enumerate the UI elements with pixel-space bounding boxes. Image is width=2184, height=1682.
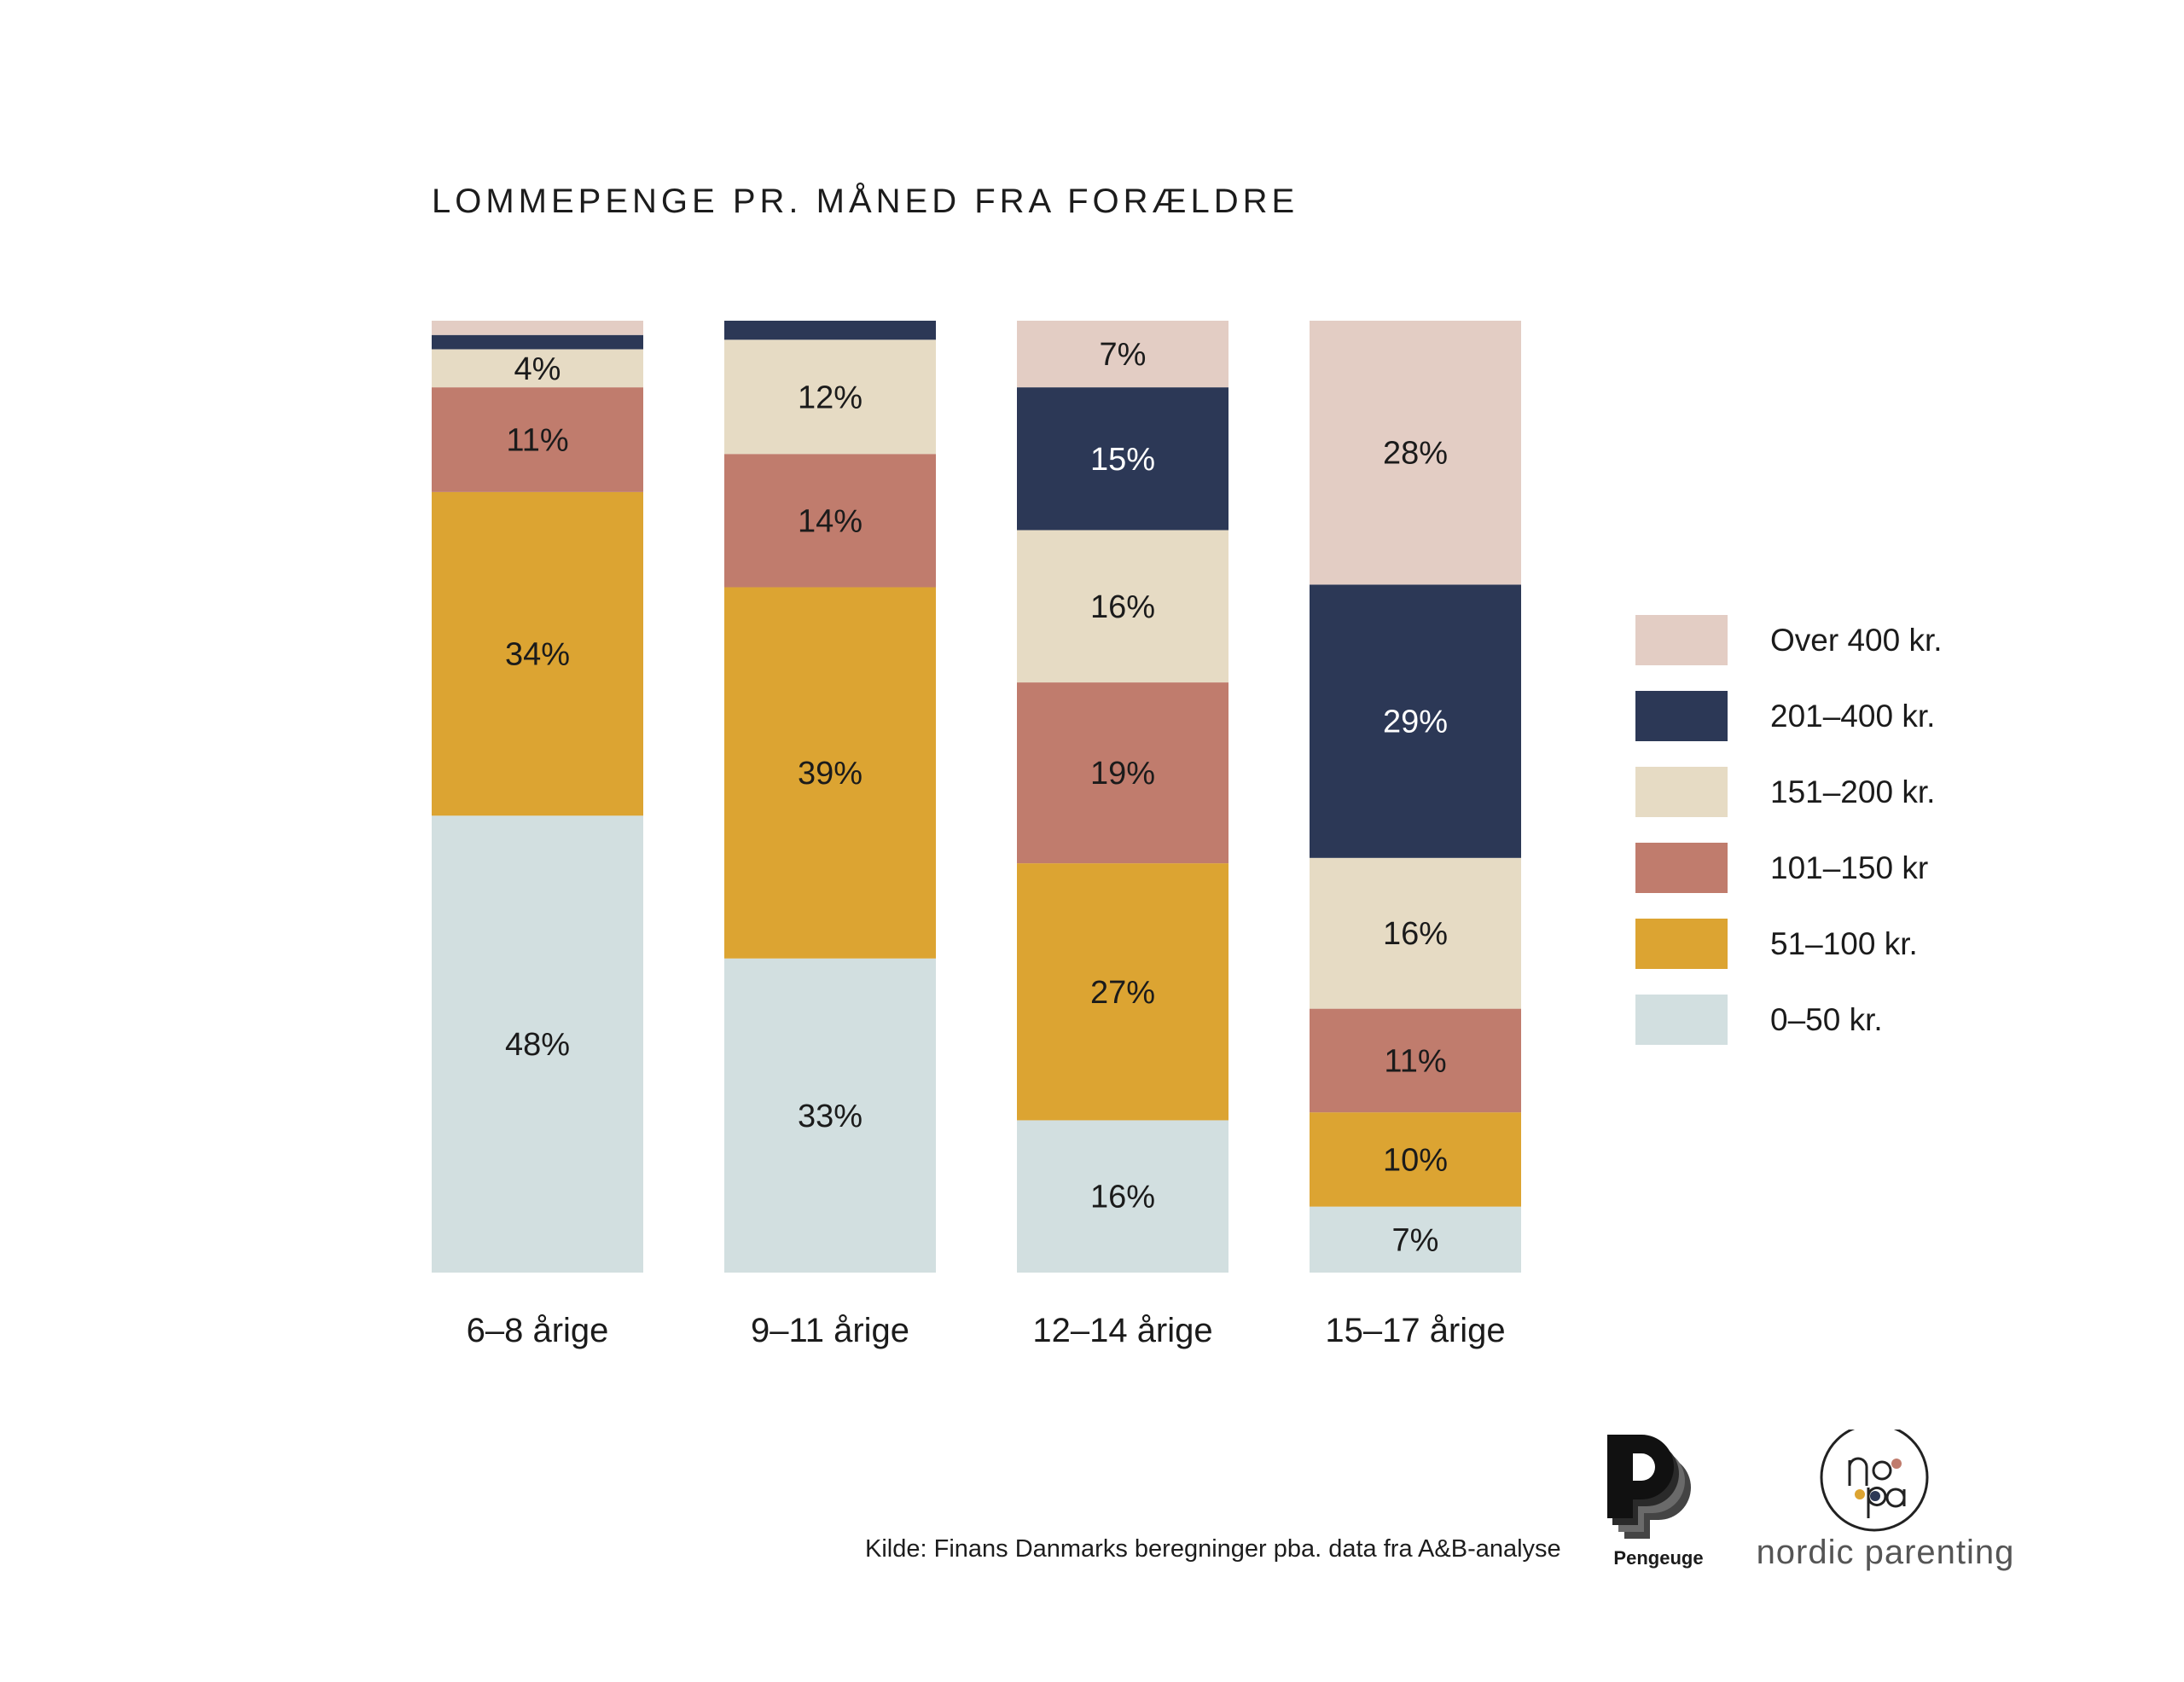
legend-item: Over 400 kr. [1635, 615, 1943, 665]
legend-item: 51–100 kr. [1635, 919, 1943, 969]
data-label: 4% [514, 351, 561, 387]
legend-label: 201–400 kr. [1770, 698, 1936, 734]
pengeuge-text: Pengeuge [1613, 1547, 1704, 1569]
data-label: 11% [1384, 1043, 1446, 1079]
category-label: 12–14 årige [1032, 1312, 1212, 1349]
legend-label: 101–150 kr [1770, 850, 1929, 885]
legend-item: 101–150 kr [1635, 843, 1943, 893]
pengeuge-logo: Pengeuge [1607, 1430, 1710, 1569]
legend-label: Over 400 kr. [1770, 622, 1943, 658]
bar-segment [432, 815, 643, 1273]
bar-segment [1310, 1112, 1521, 1207]
legend-item: 0–50 kr. [1635, 995, 1943, 1045]
legend-swatch [1635, 691, 1728, 741]
category-label: 6–8 årige [467, 1312, 609, 1349]
data-label: 14% [798, 503, 863, 539]
category-label: 9–11 årige [751, 1312, 909, 1349]
data-label: 39% [798, 756, 863, 792]
bar-segment [1017, 387, 1228, 531]
bar-segment [1310, 584, 1521, 858]
bar-segment [432, 349, 643, 388]
data-label: 28% [1383, 436, 1448, 472]
legend-swatch [1635, 919, 1728, 969]
data-label: 11% [506, 423, 568, 459]
bar-segment [432, 321, 643, 335]
bar-segment [1017, 530, 1228, 683]
bar-segment [1017, 321, 1228, 388]
bar-segment [1310, 857, 1521, 1009]
data-label: 29% [1383, 705, 1448, 740]
data-label: 10% [1383, 1142, 1448, 1178]
data-label: 16% [1090, 1180, 1155, 1215]
legend-swatch [1635, 615, 1728, 665]
bar-segment [432, 334, 643, 350]
category-label: 15–17 årige [1325, 1312, 1505, 1349]
source-note: Kilde: Finans Danmarks beregninger pba. … [865, 1535, 1561, 1563]
legend-label: 51–100 kr. [1770, 925, 1918, 961]
bar-segment [1017, 682, 1228, 864]
bar-segment [724, 958, 936, 1273]
bar-segment [724, 321, 936, 340]
bar-segment [724, 339, 936, 455]
data-label: 12% [798, 380, 863, 415]
data-label: 16% [1090, 589, 1155, 625]
data-label: 34% [505, 637, 570, 673]
legend-item: 201–400 kr. [1635, 691, 1943, 741]
chart-title: LOMMEPENGE PR. MÅNED FRA FORÆLDRE [432, 183, 1299, 220]
bars-group: 48% 34% 11% 4% 33% 39% 14% 12% 16% 27% 19% 16% 15% 7%… [432, 321, 1521, 1273]
legend-label: 151–200 kr. [1770, 774, 1936, 809]
data-label: 7% [1392, 1222, 1439, 1258]
data-label: 15% [1090, 442, 1155, 478]
nordic-parenting-text: nordic parenting [1756, 1534, 2015, 1571]
legend-swatch [1635, 843, 1728, 893]
data-label: 7% [1100, 337, 1147, 373]
bar-segment [1310, 1206, 1521, 1273]
data-label: 33% [798, 1099, 863, 1134]
nordic-parenting-logo: nordic parenting [1740, 1423, 2030, 1575]
bar-segment [724, 587, 936, 959]
legend: Over 400 kr. 201–400 kr. 151–200 kr. 101–15… [1635, 615, 1943, 1070]
data-label: 16% [1383, 916, 1448, 952]
nopa-logo-icon [1820, 1423, 1929, 1532]
category-labels-group: 6–8 årige 9–11 årige 12–14 årige 15–17 årig… [467, 1312, 1506, 1349]
pengeuge-logo-icon [1607, 1435, 1691, 1539]
bar-segment [724, 454, 936, 588]
legend-item: 151–200 kr. [1635, 767, 1943, 817]
bar-segment [1310, 321, 1521, 585]
data-label: 19% [1090, 756, 1155, 792]
bar-segment [432, 387, 643, 492]
bar-segment [432, 491, 643, 816]
bar-segment [1017, 1120, 1228, 1273]
bar-segment [1310, 1008, 1521, 1113]
bar-segment [1017, 863, 1228, 1121]
data-label: 27% [1090, 975, 1155, 1011]
legend-label: 0–50 kr. [1770, 1001, 1883, 1037]
data-label: 48% [505, 1027, 570, 1063]
legend-swatch [1635, 767, 1728, 817]
legend-swatch [1635, 995, 1728, 1045]
